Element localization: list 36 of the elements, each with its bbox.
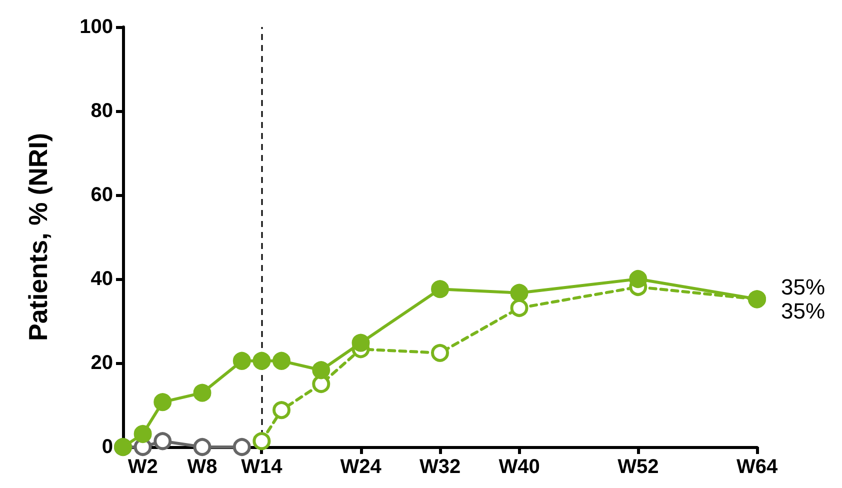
- point: [272, 352, 290, 370]
- point: [252, 432, 271, 450]
- point: [272, 401, 290, 420]
- y-tick-label: 40: [90, 268, 113, 290]
- point: [510, 284, 528, 302]
- point: [510, 298, 528, 317]
- annotation: 35%: [781, 274, 826, 300]
- point: [232, 352, 251, 370]
- x-tick-label: W14: [241, 456, 284, 478]
- point: [252, 352, 271, 370]
- x-tick-label: W52: [618, 456, 659, 478]
- x-tick-label: W2: [128, 456, 158, 478]
- x-tick-label: W32: [419, 456, 461, 478]
- point: [312, 375, 330, 393]
- y-axis-title: Patients, % (NRI): [23, 132, 53, 342]
- point: [629, 270, 648, 288]
- point: [193, 438, 212, 456]
- y-tick-label: 100: [80, 16, 113, 38]
- point: [431, 280, 449, 298]
- point: [154, 393, 172, 412]
- point: [154, 432, 172, 450]
- annotation: 35%: [781, 298, 826, 324]
- point: [134, 424, 152, 443]
- point: [232, 438, 251, 456]
- point: [193, 384, 212, 402]
- point: [352, 334, 370, 352]
- x-tick-label: W24: [340, 456, 382, 478]
- x-tick-label: W64: [736, 456, 778, 478]
- point: [431, 344, 449, 362]
- y-tick-label: 0: [102, 436, 113, 458]
- x-tick-label: W40: [498, 456, 540, 478]
- y-tick-label: 80: [90, 100, 113, 122]
- y-tick-label: 20: [90, 352, 113, 374]
- point: [312, 361, 330, 380]
- y-tick-label: 60: [90, 184, 113, 206]
- x-tick-label: W8: [187, 456, 218, 478]
